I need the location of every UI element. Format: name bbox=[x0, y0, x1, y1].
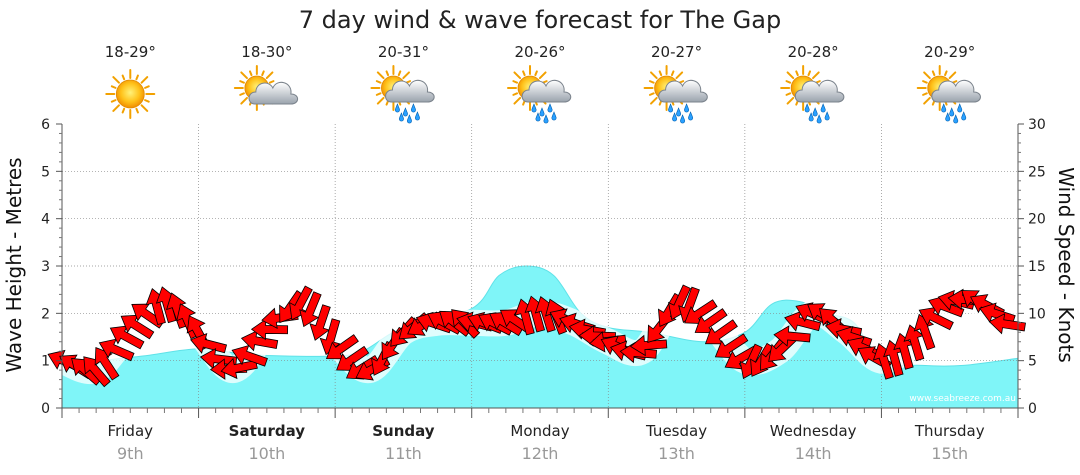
grid bbox=[62, 124, 1018, 408]
day-date-label: 15th bbox=[931, 444, 968, 463]
y-right-tick-label: 30 bbox=[1028, 117, 1046, 133]
y-left-tick-label: 2 bbox=[41, 306, 50, 322]
y-right-tick-label: 15 bbox=[1028, 259, 1046, 275]
day-name-label: Friday bbox=[108, 422, 154, 440]
day-name-label: Sunday bbox=[372, 422, 435, 440]
wind-arrow bbox=[199, 347, 238, 370]
wind-arrow bbox=[83, 356, 111, 388]
wind-arrow bbox=[309, 304, 331, 341]
wind-arrow bbox=[325, 334, 359, 360]
day-name-label: Saturday bbox=[229, 422, 306, 440]
day-name-label: Wednesday bbox=[770, 422, 857, 440]
wind-arrow bbox=[694, 308, 728, 334]
y-right-tick-label: 0 bbox=[1028, 401, 1037, 417]
showers-icon bbox=[780, 65, 845, 124]
wind-arrow bbox=[299, 291, 322, 328]
weather-row: 18-29° 18-30° 20-31° 20-26° 20-27° 20-28° 20-2… bbox=[105, 43, 981, 124]
day-name-label: Monday bbox=[510, 422, 569, 440]
day-date-label: 13th bbox=[658, 444, 695, 463]
wind-arrow bbox=[979, 302, 1016, 324]
temperature-range-label: 20-26° bbox=[514, 43, 565, 61]
wind-arrow bbox=[190, 332, 228, 354]
wind-arrow bbox=[289, 285, 313, 321]
temperature-range-label: 20-28° bbox=[788, 43, 839, 61]
y-axis-right-label: Wind Speed - Knots bbox=[1054, 167, 1078, 363]
wind-arrow bbox=[98, 338, 135, 362]
y-left-tick-label: 4 bbox=[41, 212, 50, 228]
wind-arrow bbox=[773, 325, 811, 347]
wind-arrow bbox=[714, 333, 749, 359]
day-name-label: Tuesday bbox=[645, 422, 707, 440]
wind-arrow bbox=[629, 334, 668, 357]
temperature-range-label: 18-30° bbox=[241, 43, 292, 61]
wind-arrow bbox=[231, 344, 268, 367]
day-date-label: 14th bbox=[795, 444, 832, 463]
wind-arrow bbox=[784, 310, 822, 332]
y-axis-left-label: Wave Height - Metres bbox=[2, 157, 26, 372]
y-right-tick-label: 5 bbox=[1028, 354, 1037, 370]
y-left-tick-label: 5 bbox=[41, 164, 50, 180]
wind-arrow bbox=[120, 314, 155, 340]
wind-arrow bbox=[988, 313, 1026, 335]
temperature-range-label: 20-29° bbox=[924, 43, 975, 61]
wind-arrow bbox=[240, 330, 279, 352]
day-date-label: 12th bbox=[522, 444, 559, 463]
day-date-label: 9th bbox=[117, 444, 144, 463]
sunny-icon bbox=[105, 69, 156, 119]
y-right-tick-label: 10 bbox=[1028, 306, 1046, 322]
y-left-tick-label: 3 bbox=[41, 259, 50, 275]
showers-icon bbox=[643, 65, 708, 124]
y-right-tick-label: 20 bbox=[1028, 212, 1046, 228]
showers-icon bbox=[370, 65, 435, 124]
wind-arrow bbox=[684, 299, 718, 324]
wind-arrow bbox=[704, 319, 738, 345]
showers-icon bbox=[916, 65, 981, 124]
partly-cloudy-icon bbox=[233, 65, 299, 111]
credit-text: www.seabreeze.com.au bbox=[909, 394, 1016, 404]
wind-arrow bbox=[250, 318, 289, 341]
day-date-label: 10th bbox=[248, 444, 285, 463]
wind-arrow bbox=[724, 345, 759, 370]
wind-arrow bbox=[619, 341, 657, 364]
wind-speed-arrows bbox=[47, 284, 1031, 388]
chart-title: 7 day wind & wave forecast for The Gap bbox=[299, 6, 781, 34]
y-left-tick-label: 6 bbox=[41, 117, 50, 133]
temperature-range-label: 20-27° bbox=[651, 43, 702, 61]
day-name-label: Thursday bbox=[914, 422, 985, 440]
y-left-tick-label: 1 bbox=[41, 354, 50, 370]
day-date-label: 11th bbox=[385, 444, 422, 463]
wind-arrow bbox=[109, 325, 145, 350]
wind-arrow bbox=[918, 306, 954, 331]
temperature-range-label: 20-31° bbox=[378, 43, 429, 61]
showers-icon bbox=[507, 65, 572, 124]
temperature-range-label: 18-29° bbox=[105, 43, 156, 61]
y-right-tick-label: 25 bbox=[1028, 164, 1046, 180]
y-left-tick-label: 0 bbox=[41, 401, 50, 417]
axes: 0 1 2 3 4 5 6 0 5 10 15 20 25 30 Friday 9th Saturday 10th… bbox=[41, 117, 1046, 463]
